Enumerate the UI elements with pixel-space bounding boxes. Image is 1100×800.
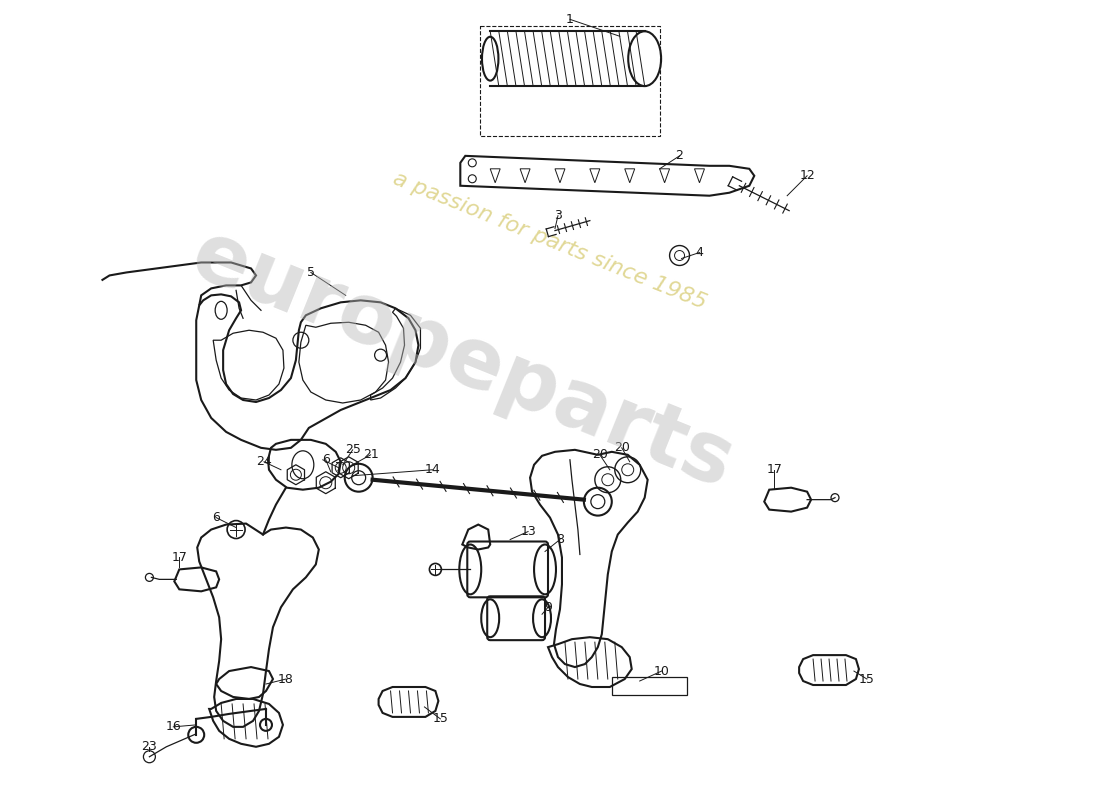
Text: 17: 17 — [767, 463, 782, 476]
Text: 8: 8 — [556, 533, 564, 546]
Text: 15: 15 — [859, 673, 874, 686]
Text: 12: 12 — [800, 170, 815, 182]
Text: 1: 1 — [566, 13, 574, 26]
Text: 4: 4 — [695, 246, 703, 259]
Bar — [481, 26, 660, 136]
Text: 6: 6 — [322, 454, 330, 466]
Text: 18: 18 — [278, 673, 294, 686]
Text: 10: 10 — [653, 665, 670, 678]
Text: 6: 6 — [212, 511, 220, 524]
Text: 2: 2 — [675, 150, 683, 162]
Bar — [612, 677, 686, 695]
Text: 14: 14 — [425, 463, 440, 476]
Text: 13: 13 — [520, 525, 536, 538]
Text: 24: 24 — [256, 455, 272, 468]
Text: 23: 23 — [142, 740, 157, 754]
Text: 17: 17 — [172, 551, 187, 564]
Text: 7: 7 — [334, 462, 343, 474]
Text: 16: 16 — [165, 720, 182, 734]
Text: europeparts: europeparts — [179, 214, 746, 506]
Text: 25: 25 — [344, 443, 361, 456]
Text: 21: 21 — [363, 448, 378, 462]
Text: 20: 20 — [614, 442, 629, 454]
Text: 20: 20 — [592, 448, 608, 462]
Text: 5: 5 — [307, 266, 315, 279]
Text: 15: 15 — [432, 712, 449, 726]
Text: a passion for parts since 1985: a passion for parts since 1985 — [390, 168, 710, 313]
Text: 3: 3 — [554, 209, 562, 222]
Text: 9: 9 — [544, 601, 552, 614]
